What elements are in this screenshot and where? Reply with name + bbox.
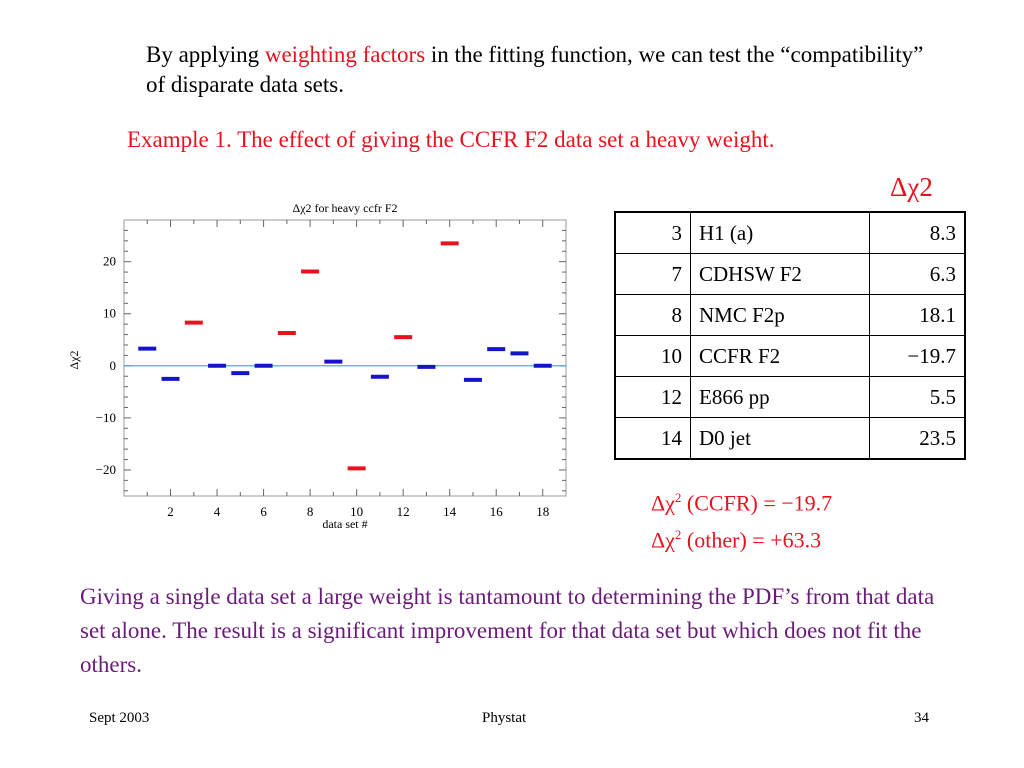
table-cell-num: 3 (614, 211, 691, 254)
x-tick-labels: 2 4 6 8 10 12 14 16 18 (167, 504, 549, 519)
axis-ticks (124, 220, 566, 496)
table-cell-value: 5.5 (869, 376, 966, 418)
x-axis-title: data set # (322, 517, 367, 531)
y-tick-label: 10 (103, 306, 116, 321)
table-cell-name: CDHSW F2 (690, 253, 870, 295)
table-cell-value: 23.5 (869, 417, 966, 460)
summary-other-value: (other) = +63.3 (686, 527, 822, 553)
x-tick-label: 12 (397, 504, 410, 519)
table-cell-num: 8 (614, 294, 691, 336)
summary-other-symbol: Δχ (651, 527, 675, 553)
chart-title: Δχ2 for heavy ccfr F2 (292, 201, 397, 215)
footer-conference: Phystat (482, 710, 527, 726)
plot-frame (123, 219, 567, 497)
table-cell-name: H1 (a) (690, 211, 870, 254)
intro-part1: By applying (146, 42, 265, 67)
table-cell-value: 18.1 (869, 294, 966, 336)
x-tick-label: 18 (536, 504, 549, 519)
x-tick-label: 8 (307, 504, 314, 519)
footer-date: Sept 2003 (89, 710, 150, 726)
summary-ccfr-sup: 2 (674, 490, 682, 505)
table-cell-num: 14 (614, 417, 691, 460)
y-tick-label: −10 (96, 410, 116, 425)
table-cell-name: D0 jet (690, 417, 870, 460)
example-title: Example 1. The effect of giving the CCFR… (127, 127, 775, 152)
y-tick-label: 0 (110, 358, 117, 373)
x-tick-label: 10 (350, 504, 363, 519)
table-cell-name: NMC F2p (690, 294, 870, 336)
delta-chi2-chart: Δχ2 for heavy ccfr F2 20 10 0 −10 −20 2 4 6 8 10… (67, 201, 567, 531)
y-tick-label: 20 (103, 254, 116, 269)
x-tick-label: 2 (167, 504, 174, 519)
intro-part2: in the fitting function, we can test the… (146, 42, 924, 97)
table-header-delta-chi2: Δχ2 (890, 172, 933, 202)
intro-text: By applying weighting factors in the fit… (146, 40, 926, 100)
table-cell-value: 6.3 (869, 253, 966, 295)
x-tick-label: 4 (214, 504, 221, 519)
conclusion-text: Giving a single data set a large weight … (80, 584, 935, 677)
table-row: 10 CCFR F2 −19.7 (614, 335, 966, 377)
summary-ccfr-value: (CCFR) = −19.7 (686, 490, 833, 516)
table-row: 12 E866 pp 5.5 (614, 376, 966, 418)
intro-highlight: weighting factors (264, 42, 426, 67)
summary-other: Δχ2 (other) = +63.3 (651, 527, 821, 553)
summary-ccfr-symbol: Δχ (651, 490, 675, 516)
table-row: 3 H1 (a) 8.3 (614, 211, 966, 254)
table-cell-num: 12 (614, 376, 691, 418)
data-marks (138, 241, 552, 471)
delta-chi2-table: 3 H1 (a) 8.3 7 CDHSW F2 6.3 8 NMC F2p 18.1 10 CCFR… (614, 211, 966, 460)
x-tick-label: 14 (443, 504, 457, 519)
table-cell-name: E866 pp (690, 376, 870, 418)
table-cell-name: CCFR F2 (690, 335, 870, 377)
x-tick-label: 16 (490, 504, 504, 519)
table-cell-value: −19.7 (869, 335, 966, 377)
x-tick-label: 6 (260, 504, 267, 519)
y-tick-label: −20 (96, 462, 116, 477)
footer-page-number: 34 (914, 710, 929, 726)
summary-ccfr: Δχ2 (CCFR) = −19.7 (651, 490, 832, 516)
y-axis-title: Δχ2 (67, 350, 81, 369)
table-cell-value: 8.3 (869, 211, 966, 254)
table-cell-num: 10 (614, 335, 691, 377)
table-row: 14 D0 jet 23.5 (614, 417, 966, 460)
table-cell-num: 7 (614, 253, 691, 295)
table-row: 8 NMC F2p 18.1 (614, 294, 966, 336)
table-row: 7 CDHSW F2 6.3 (614, 253, 966, 295)
y-tick-labels: 20 10 0 −10 −20 (96, 254, 116, 477)
summary-other-sup: 2 (674, 527, 682, 542)
